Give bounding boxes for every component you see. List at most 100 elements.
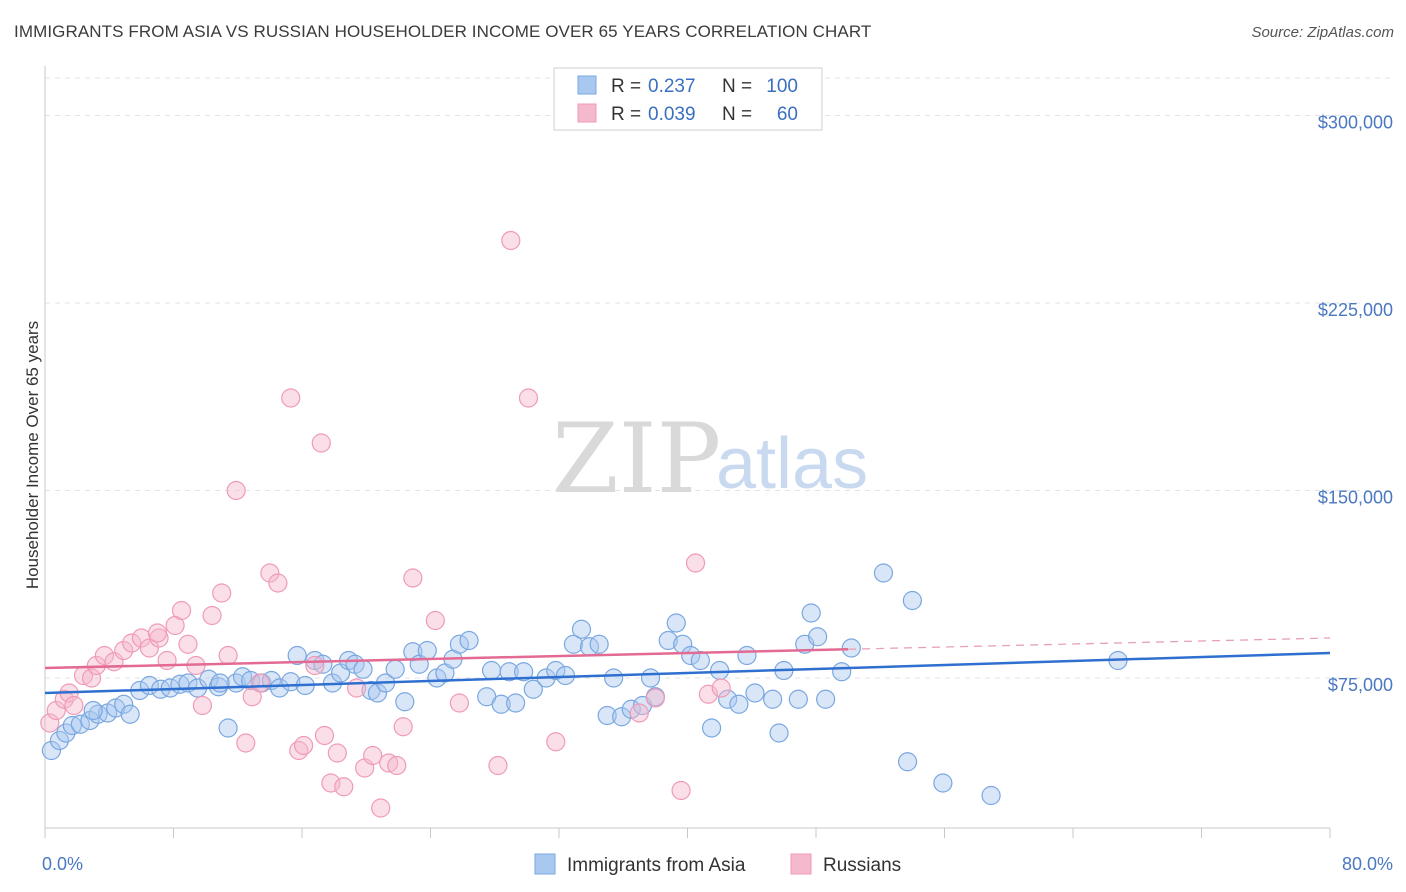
point-1-47 xyxy=(425,610,445,631)
point-1-36 xyxy=(321,773,341,793)
point-0-87 xyxy=(801,603,821,623)
point-1-46 xyxy=(403,568,423,588)
point-0-51 xyxy=(481,660,502,681)
point-0-61 xyxy=(571,619,592,639)
point-1-4 xyxy=(64,695,84,716)
point-0-95 xyxy=(933,773,953,793)
point-0-71 xyxy=(658,630,678,651)
point-0-77 xyxy=(710,660,730,681)
point-0-98 xyxy=(83,700,103,721)
x-tick-label-0: 0.0% xyxy=(42,854,83,874)
point-0-10 xyxy=(120,704,140,724)
point-0-38 xyxy=(367,683,388,703)
point-1-13 xyxy=(139,638,160,658)
point-1-20 xyxy=(192,695,213,716)
point-1-49 xyxy=(488,755,508,776)
point-0-36 xyxy=(353,659,373,679)
point-0-55 xyxy=(514,662,534,682)
point-1-45 xyxy=(393,717,413,737)
point-1-10 xyxy=(114,640,134,661)
point-0-31 xyxy=(313,654,333,674)
legend-n-value-russians: 60 xyxy=(777,104,798,125)
point-1-59 xyxy=(147,623,168,643)
point-1-22 xyxy=(212,583,232,603)
chart-title: IMMIGRANTS FROM ASIA VS RUSSIAN HOUSEHOL… xyxy=(14,22,872,41)
point-0-49 xyxy=(459,630,479,651)
point-0-42 xyxy=(403,642,423,662)
point-0-9 xyxy=(114,694,134,714)
point-0-28 xyxy=(287,645,307,666)
point-0-41 xyxy=(395,692,415,712)
point-1-17 xyxy=(171,600,192,621)
point-1-51 xyxy=(518,388,539,408)
point-1-37 xyxy=(327,743,347,763)
point-0-90 xyxy=(832,662,852,682)
point-0-82 xyxy=(763,689,783,709)
legend-n-label-asia: N = xyxy=(722,76,752,97)
legend-r-value-asia: 0.237 xyxy=(648,76,696,97)
point-1-6 xyxy=(81,668,102,688)
point-1-53 xyxy=(629,703,649,723)
point-1-41 xyxy=(363,745,383,766)
trend-lines xyxy=(44,637,1331,695)
point-1-35 xyxy=(314,725,335,746)
legend-r-label-asia: R = xyxy=(611,76,641,97)
point-0-65 xyxy=(604,668,624,688)
axes xyxy=(44,66,1331,838)
point-0-91 xyxy=(841,638,861,658)
point-1-32 xyxy=(294,735,314,756)
series-asia-points xyxy=(41,563,1128,806)
y-tick-label-2: $225,000 xyxy=(1318,300,1393,320)
x-tick-label-1: 80.0% xyxy=(1342,854,1393,874)
point-1-55 xyxy=(671,780,691,801)
point-1-39 xyxy=(347,678,367,698)
point-0-93 xyxy=(897,752,918,772)
point-1-38 xyxy=(334,777,354,797)
point-1-50 xyxy=(501,230,521,251)
watermark-zip: ZIP xyxy=(552,403,721,515)
legend-n-label-russians: N = xyxy=(722,104,752,125)
point-1-30 xyxy=(281,388,301,408)
point-0-60 xyxy=(563,634,584,654)
bottom-legend: Immigrants from Asia Russians xyxy=(534,853,901,876)
point-0-58 xyxy=(546,660,566,681)
legend-swatch-russians xyxy=(577,103,597,123)
grid-lines xyxy=(45,77,1395,679)
y-tick-label-1: $150,000 xyxy=(1318,488,1393,508)
point-0-56 xyxy=(523,679,543,699)
legend-r-label-russians: R = xyxy=(611,104,641,125)
point-0-94 xyxy=(902,590,922,611)
x-tick-labels: 0.0% 80.0% xyxy=(42,854,1393,874)
point-0-1 xyxy=(49,730,70,751)
point-1-8 xyxy=(94,645,115,666)
point-0-75 xyxy=(690,650,710,671)
point-1-56 xyxy=(685,553,706,573)
point-1-58 xyxy=(711,678,731,698)
legend-frame xyxy=(553,67,823,131)
watermark-atlas: atlas xyxy=(716,424,868,504)
legend-box: R = 0.237 N = 100 R = 0.039 N = 60 xyxy=(553,67,823,131)
point-0-53 xyxy=(499,662,519,682)
point-1-11 xyxy=(122,633,142,653)
point-1-48 xyxy=(449,693,470,713)
point-0-72 xyxy=(666,613,686,633)
point-0-54 xyxy=(506,693,526,713)
point-0-44 xyxy=(417,640,437,661)
point-0-76 xyxy=(701,718,722,738)
point-1-25 xyxy=(236,733,256,753)
point-0-40 xyxy=(385,659,405,679)
point-1-52 xyxy=(546,732,566,752)
y-axis-title: Householder Income Over 65 years xyxy=(23,321,42,589)
point-0-64 xyxy=(597,705,617,726)
point-0-83 xyxy=(769,723,789,743)
point-1-42 xyxy=(371,798,391,818)
point-1-43 xyxy=(379,753,399,773)
point-1-15 xyxy=(157,650,177,671)
point-1-1 xyxy=(46,700,66,721)
point-0-4 xyxy=(70,714,90,734)
trend-line-russians xyxy=(44,648,849,670)
point-1-29 xyxy=(268,573,288,593)
source-label: Source: ZipAtlas.com xyxy=(1251,24,1394,41)
point-1-21 xyxy=(202,605,222,626)
